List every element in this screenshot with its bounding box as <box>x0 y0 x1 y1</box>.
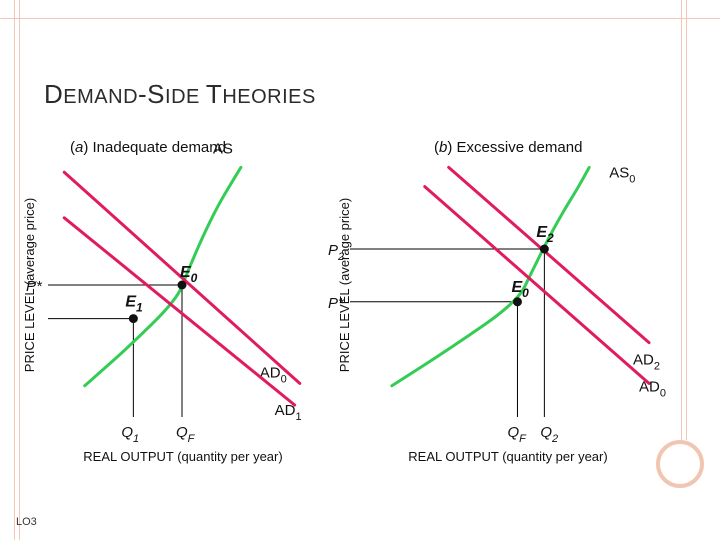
point-e0 <box>177 280 187 290</box>
chart-panel-a: (a) Inadequate demand PRICE LEVEL (averag… <box>22 139 302 464</box>
curve-ad2 <box>447 165 651 345</box>
learning-objective-footer: LO3 <box>16 516 37 528</box>
curve-label-ad2: AD2 <box>633 352 660 373</box>
y-marker-label: P2 <box>328 242 344 263</box>
title-part: -S <box>138 79 166 109</box>
y-marker-label: P* <box>328 295 345 312</box>
curve-ad0 <box>423 185 651 385</box>
x-axis-label: REAL OUTPUT (quantity per year) <box>83 449 282 464</box>
y-marker-label: P* <box>26 278 43 295</box>
curve-label-as0: AS0 <box>609 164 635 185</box>
chart-title: (a) Inadequate demand <box>70 139 226 156</box>
curve-label-ad0: AD0 <box>639 378 666 399</box>
y-axis-label: PRICE LEVEL (average price) <box>337 198 352 372</box>
curve-as0 <box>390 165 591 388</box>
point-e0 <box>512 297 522 307</box>
title-part: T <box>205 79 223 109</box>
point-label-e1: E1 <box>125 294 143 315</box>
frame-line-left <box>14 0 15 540</box>
y-axis-label: PRICE LEVEL (average price) <box>22 198 37 372</box>
curve-ad1 <box>62 216 297 407</box>
x-marker-label: Q1 <box>121 424 139 445</box>
decorative-circle <box>656 440 704 488</box>
point-label-e0: E0 <box>180 264 198 285</box>
curve-label-ad1: AD1 <box>275 402 302 423</box>
frame-line-right-inner <box>686 0 687 440</box>
curve-ad0 <box>62 170 302 385</box>
point-e2 <box>539 244 549 254</box>
slide-title: DEMAND-SIDE THEORIES <box>44 74 316 111</box>
x-marker-label: QF <box>507 424 527 445</box>
chart-title: (b) Excessive demand <box>434 139 582 156</box>
x-marker-label: Q2 <box>540 424 558 445</box>
frame-line-left-inner <box>19 0 20 540</box>
frame-line-top <box>0 18 720 19</box>
chart-panel-b: (b) Excessive demand PRICE LEVEL (average… <box>328 139 666 464</box>
title-part: D <box>44 79 64 109</box>
frame-line-right <box>681 0 682 440</box>
title-part: EMAND <box>63 86 139 108</box>
curve-as <box>83 165 243 388</box>
title-part: HEORIES <box>222 86 316 108</box>
point-label-e2: E2 <box>536 224 554 245</box>
point-e1 <box>128 314 138 324</box>
curve-label-as: AS <box>213 140 233 157</box>
x-axis-label: REAL OUTPUT (quantity per year) <box>408 449 607 464</box>
point-label-e0: E0 <box>511 279 529 300</box>
curve-label-ad0: AD0 <box>260 364 287 385</box>
x-marker-label: QF <box>176 424 196 445</box>
title-part: IDE <box>165 86 206 108</box>
